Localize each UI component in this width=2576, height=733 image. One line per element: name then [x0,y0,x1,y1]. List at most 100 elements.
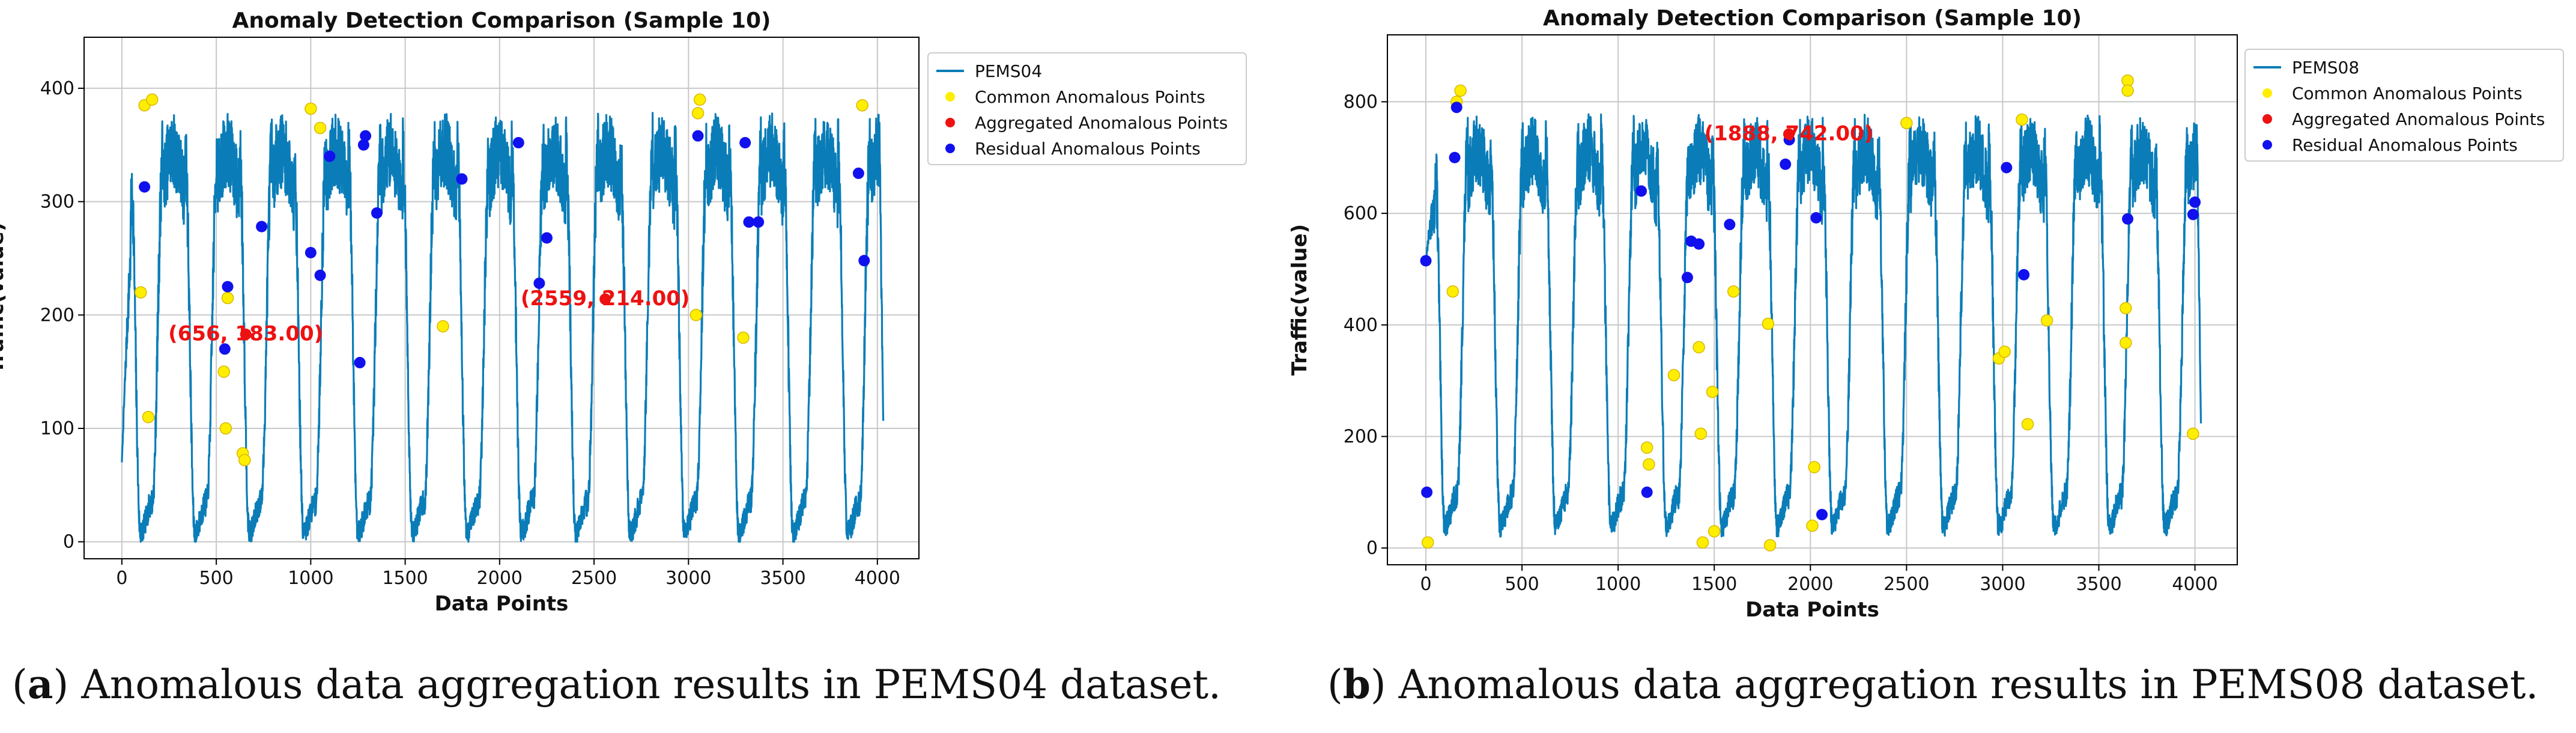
series-line-pems08 [1425,113,2202,538]
common-anomaly-point [693,93,706,106]
x-tick-label: 2500 [571,568,617,589]
annotation-label: (2559, 214.00) [521,287,690,311]
common-anomaly-point [135,286,147,299]
aggregated-anomaly-point [599,293,611,305]
y-tick-label: 300 [40,192,74,213]
y-tick-label: 400 [40,78,74,99]
legend-dot-marker [2262,88,2272,98]
common-anomaly-point [689,309,703,321]
annotation-label: (656, 183.00) [168,321,323,345]
x-tick-label: 0 [1420,574,1431,595]
x-tick-label: 3500 [760,568,805,589]
common-anomaly-point [1900,117,1913,129]
residual-anomaly-point [743,216,755,228]
residual-anomaly-point [1420,255,1432,267]
x-tick-label: 500 [199,568,234,589]
common-anomaly-point [142,410,155,424]
residual-anomaly-point [541,232,553,244]
y-tick-label: 100 [40,418,74,439]
y-tick-label: 400 [1344,315,1378,336]
residual-anomaly-point [858,255,870,267]
y-axis-label: Traffic(value) [0,222,8,374]
common-anomaly-point [1667,369,1680,382]
plot-frame [1387,34,2238,565]
common-anomaly-point [2016,113,2028,126]
chart-title: Anomaly Detection Comparison (Sample 10) [232,8,771,33]
common-anomaly-point [1696,536,1709,549]
residual-anomaly-point [852,167,864,179]
x-tick-label: 4000 [2172,574,2217,595]
y-tick-label: 800 [1344,91,1378,112]
x-tick-label: 2500 [1884,574,1929,595]
residual-anomaly-point [2122,213,2134,225]
caption-b: (b) Anomalous data aggregation results i… [1327,661,2539,708]
caption-a: (a) Anomalous data aggregation results i… [12,661,1221,708]
legend-label: Common Anomalous Points [2292,84,2523,103]
y-tick-label: 600 [1344,203,1378,224]
common-anomaly-point [1694,427,1708,440]
chart-title: Anomaly Detection Comparison (Sample 10) [1543,6,2082,31]
x-axis-label: Data Points [435,592,569,616]
y-tick-label: 200 [1344,426,1378,447]
residual-anomaly-point [305,247,317,259]
legend-dot-marker [2262,140,2272,150]
residual-anomaly-point [2189,196,2201,208]
common-anomaly-point [856,99,868,112]
residual-anomaly-point [371,207,383,219]
residual-anomaly-point [533,277,545,289]
residual-anomaly-point [222,281,234,293]
x-axis-label: Data Points [1745,598,1879,622]
x-tick-label: 1500 [382,568,428,589]
legend-label: Residual Anomalous Points [2292,135,2518,155]
common-anomaly-point [2040,314,2053,327]
common-anomaly-point [437,320,449,333]
residual-anomaly-point [324,150,336,162]
common-anomaly-point [1727,285,1740,298]
residual-anomaly-point [256,221,268,233]
common-anomaly-point [1708,525,1721,538]
residual-anomaly-point [1635,185,1647,197]
residual-anomaly-point [1810,212,1822,224]
common-anomaly-point [1454,84,1467,97]
common-anomaly-point [2021,418,2034,431]
legend-label: PEMS08 [2292,58,2359,78]
x-tick-label: 3000 [1980,574,2025,595]
residual-anomaly-point [692,130,704,142]
legend-dot-marker [2262,114,2272,124]
y-axis-label: Traffic(value) [1288,224,1312,376]
common-anomaly-point [1762,317,1775,330]
y-tick-label: 0 [63,532,74,553]
x-tick-label: 1000 [288,568,333,589]
common-anomaly-point [2120,302,2132,315]
aggregated-anomaly-point [1783,128,1795,140]
x-tick-label: 3000 [665,568,711,589]
y-tick-label: 0 [1366,538,1378,559]
legend-dot-marker [945,118,955,127]
common-anomaly-point [221,291,234,305]
chart-panel-b: 0 500 1000 1500 2000 2500 3000 3500 4000 0 200 400 6… [1288,6,2564,622]
residual-anomaly-point [1421,486,1433,498]
aggregated-anomaly-point [240,328,252,340]
residual-anomaly-point [314,269,326,281]
annotation-label: (1888, 742.00) [1705,121,1874,145]
common-anomaly-point [314,121,327,135]
residual-anomaly-point [354,357,366,369]
legend-label: Residual Anomalous Points [975,139,1201,159]
residual-anomaly-point [2018,269,2030,281]
residual-anomaly-point [739,136,751,148]
residual-anomaly-point [1681,272,1693,284]
common-anomaly-point [2187,427,2199,440]
common-anomaly-point [1421,536,1434,549]
legend-label: PEMS04 [975,61,1042,81]
residual-anomaly-point [456,173,468,185]
residual-anomaly-point [753,216,765,228]
residual-anomaly-point [139,181,151,193]
common-anomaly-point [1808,461,1820,473]
residual-anomaly-point [357,139,369,151]
residual-anomaly-point [512,136,524,148]
plot-frame [83,37,920,559]
common-anomaly-point [219,422,232,435]
residual-anomaly-point [1693,238,1705,250]
caption-b-label: b [1342,661,1371,708]
